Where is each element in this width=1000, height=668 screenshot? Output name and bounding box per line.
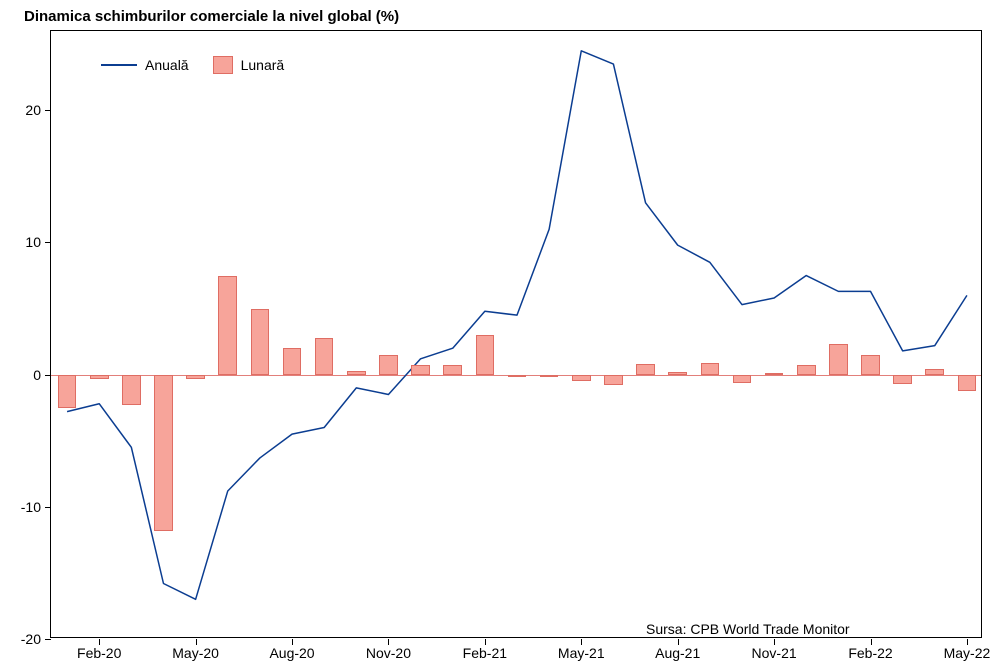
legend-line-sample: [101, 64, 137, 66]
x-tick-label: Feb-20: [77, 637, 121, 661]
bar: [540, 375, 559, 377]
bar: [958, 375, 977, 391]
bar: [861, 355, 880, 375]
bar: [476, 335, 495, 375]
legend-label-line: Anuală: [145, 57, 189, 73]
bar: [668, 372, 687, 375]
source-text: Sursa: CPB World Trade Monitor: [646, 621, 850, 637]
bar: [411, 365, 430, 374]
bar: [186, 375, 205, 379]
bar: [379, 355, 398, 375]
plot-area: Anuală Lunară Sursa: CPB World Trade Mon…: [50, 30, 982, 638]
bar: [443, 365, 462, 374]
legend: Anuală Lunară: [101, 56, 284, 74]
x-tick-label: Aug-20: [269, 637, 314, 661]
x-tick-label: Feb-21: [463, 637, 507, 661]
x-tick-label: Nov-20: [366, 637, 411, 661]
bar: [90, 375, 109, 379]
bar: [508, 375, 527, 377]
y-tick-label: 20: [25, 102, 51, 118]
y-tick-label: -20: [21, 631, 51, 647]
bar: [701, 363, 720, 375]
x-tick-label: Aug-21: [655, 637, 700, 661]
chart-container: Dinamica schimburilor comerciale la nive…: [0, 0, 1000, 668]
bar: [154, 375, 173, 531]
bar: [347, 371, 366, 375]
bar: [604, 375, 623, 386]
bar: [58, 375, 77, 408]
chart-title: Dinamica schimburilor comerciale la nive…: [24, 8, 399, 25]
x-tick-label: May-20: [172, 637, 219, 661]
legend-item-line: Anuală: [101, 57, 189, 73]
bar: [283, 348, 302, 374]
legend-item-bar: Lunară: [213, 56, 285, 74]
bar: [315, 338, 334, 375]
legend-bar-sample: [213, 56, 233, 74]
bar: [251, 309, 270, 375]
x-tick-label: May-21: [558, 637, 605, 661]
legend-label-bar: Lunară: [241, 57, 285, 73]
bar: [829, 344, 848, 374]
x-tick-label: May-22: [944, 637, 991, 661]
bar: [122, 375, 141, 405]
line-series: [67, 51, 967, 600]
x-tick-label: Nov-21: [752, 637, 797, 661]
bar: [636, 364, 655, 375]
y-tick-label: 0: [33, 367, 51, 383]
y-tick-label: -10: [21, 499, 51, 515]
bar: [893, 375, 912, 384]
bar: [797, 365, 816, 374]
line-series-svg: [51, 31, 983, 639]
bar: [925, 369, 944, 374]
y-tick-label: 10: [25, 234, 51, 250]
x-tick-label: Feb-22: [848, 637, 892, 661]
bar: [218, 276, 237, 375]
bar: [572, 375, 591, 382]
bar: [765, 373, 784, 375]
bar: [733, 375, 752, 383]
